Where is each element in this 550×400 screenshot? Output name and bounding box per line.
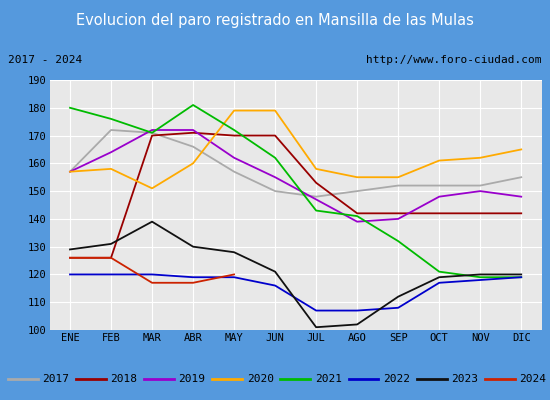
Text: 2022: 2022 bbox=[383, 374, 410, 384]
Text: 2017: 2017 bbox=[42, 374, 69, 384]
Text: 2017 - 2024: 2017 - 2024 bbox=[8, 55, 82, 65]
Text: 2019: 2019 bbox=[179, 374, 206, 384]
Text: 2020: 2020 bbox=[247, 374, 274, 384]
Text: 2018: 2018 bbox=[111, 374, 138, 384]
Text: 2024: 2024 bbox=[519, 374, 546, 384]
Text: Evolucion del paro registrado en Mansilla de las Mulas: Evolucion del paro registrado en Mansill… bbox=[76, 14, 474, 28]
Text: 2021: 2021 bbox=[315, 374, 342, 384]
Text: http://www.foro-ciudad.com: http://www.foro-ciudad.com bbox=[366, 55, 542, 65]
Text: 2023: 2023 bbox=[451, 374, 478, 384]
